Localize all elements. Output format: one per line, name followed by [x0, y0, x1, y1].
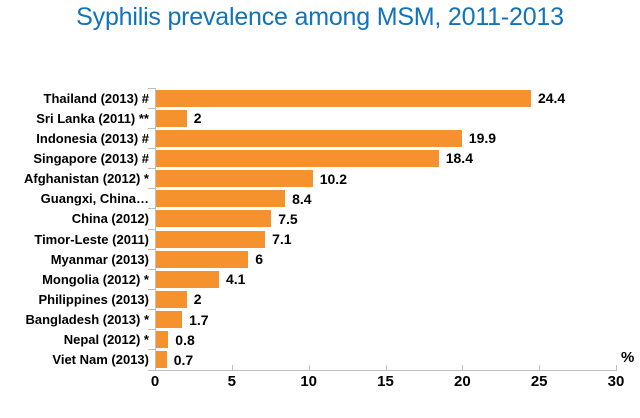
- bar-row: 19.9: [156, 128, 617, 148]
- bar-row: 6: [156, 249, 617, 269]
- bar-row: 4.1: [156, 269, 617, 289]
- bar-value-label: 19.9: [468, 130, 497, 147]
- category-label: Myanmar (2013): [50, 251, 149, 267]
- category-label: Nepal (2012) *: [63, 332, 149, 348]
- y-axis-tick: [148, 188, 156, 190]
- bar-value-label: 6: [255, 251, 263, 268]
- x-axis-tick: [462, 365, 464, 370]
- bar-row: 24.4: [156, 88, 617, 108]
- x-axis-tick: [616, 365, 617, 370]
- y-axis-tick: [148, 107, 156, 109]
- chart-title: Syphilis prevalence among MSM, 2011-2013: [76, 3, 564, 31]
- percent-axis-label: %: [621, 349, 635, 366]
- category-label: Sri Lanka (2011) **: [36, 110, 149, 126]
- bar: [156, 290, 187, 308]
- category-axis-labels: Thailand (2013) # Sri Lanka (2011) ** Indo…: [0, 88, 149, 370]
- y-axis-tick: [148, 329, 156, 331]
- category-label: Singapore (2013) #: [33, 150, 149, 166]
- category-label: Bangladesh (2013) *: [25, 312, 149, 328]
- bar: [156, 351, 167, 369]
- bar-row: 10.2: [156, 169, 617, 189]
- x-axis-tick: [539, 365, 541, 370]
- category-label: Afghanistan (2012) *: [24, 171, 149, 187]
- bar-value-label: 2: [193, 110, 202, 127]
- x-tick-label: 10: [300, 373, 317, 390]
- y-axis-tick: [148, 208, 156, 210]
- y-axis-tick: [148, 369, 156, 371]
- x-tick-label: 15: [377, 373, 394, 390]
- category-label: Guangxi, China…: [40, 191, 149, 207]
- bar-value-label: 24.4: [537, 90, 566, 107]
- bar-value-label: 1.7: [189, 311, 209, 328]
- bar-value-label: 4.1: [226, 271, 246, 288]
- y-axis-tick: [148, 288, 156, 290]
- plot-area: 24.4 2 19.9 18.4 10.2 8.4 7.5 7.1 6 4.1 2 1.7 0.8 0.7: [148, 87, 617, 371]
- y-axis-tick: [148, 248, 156, 250]
- bar: [156, 89, 531, 107]
- bar-value-label: 7.5: [278, 210, 298, 227]
- x-axis-tick: [231, 365, 233, 370]
- y-axis-tick: [148, 228, 156, 230]
- bar-row: 0.7: [156, 350, 617, 370]
- x-tick-label: 30: [607, 373, 625, 390]
- bar: [156, 190, 286, 208]
- bar-value-label: 10.2: [319, 170, 347, 187]
- bar-value-label: 7.1: [272, 231, 292, 248]
- x-tick-label: 25: [530, 373, 548, 390]
- x-tick-label: 20: [453, 373, 471, 390]
- y-axis-tick: [148, 309, 156, 311]
- bar-row: 7.1: [156, 229, 617, 249]
- bar: [156, 270, 219, 288]
- bar: [156, 230, 266, 248]
- y-axis-tick: [148, 147, 156, 149]
- x-tick-label: 5: [227, 373, 236, 390]
- y-axis-tick: [148, 349, 156, 351]
- bar: [156, 109, 187, 127]
- y-axis-tick: [148, 127, 156, 129]
- bar: [156, 311, 183, 329]
- bar-value-label: 8.4: [292, 190, 312, 207]
- bar-row: 1.7: [156, 310, 617, 330]
- bar-row: 8.4: [156, 189, 617, 209]
- bar-value-label: 18.4: [445, 150, 473, 167]
- x-axis-tick: [308, 365, 310, 370]
- bar: [156, 170, 313, 188]
- x-axis-line: [155, 370, 617, 371]
- category-label: Timor-Leste (2011): [34, 231, 149, 247]
- category-label: Indonesia (2013) #: [36, 130, 149, 146]
- bar: [156, 331, 169, 349]
- category-label: China (2012): [71, 211, 149, 227]
- x-axis-tick: [155, 365, 156, 370]
- category-label: Philippines (2013): [38, 291, 149, 307]
- y-axis-tick: [148, 268, 156, 270]
- x-tick-label: 0: [150, 373, 160, 390]
- bar-row: 2: [156, 289, 617, 309]
- bar-row: 0.8: [156, 330, 617, 350]
- bar-value-label: 0.7: [173, 351, 194, 368]
- bar-value-label: 0.8: [175, 331, 195, 348]
- x-axis-tick: [385, 365, 387, 370]
- category-label: Viet Nam (2013): [52, 352, 149, 368]
- bar-row: 7.5: [156, 209, 617, 229]
- bar-value-label: 2: [193, 291, 202, 308]
- category-label: Mongolia (2012) *: [42, 271, 149, 287]
- bar: [156, 149, 439, 167]
- bar-row: 2: [156, 108, 617, 128]
- bar: [156, 210, 272, 228]
- bar: [156, 129, 462, 147]
- y-axis-tick: [148, 168, 156, 170]
- bar: [156, 250, 249, 268]
- y-axis-tick: [148, 87, 156, 89]
- bar-row: 18.4: [156, 148, 617, 168]
- category-label: Thailand (2013) #: [43, 90, 149, 106]
